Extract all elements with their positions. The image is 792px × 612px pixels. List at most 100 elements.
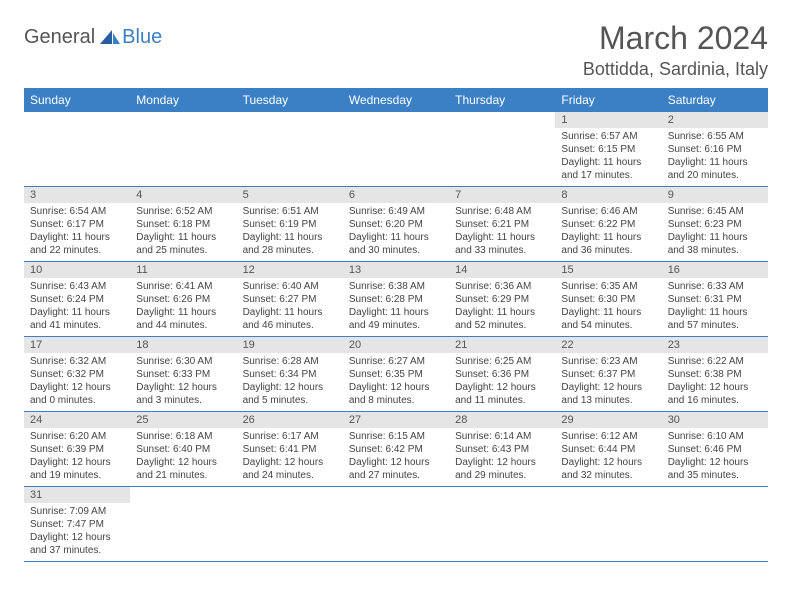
day-body [449, 128, 555, 182]
day-number: 4 [130, 187, 236, 203]
sunset: Sunset: 6:42 PM [349, 443, 443, 456]
daylight: Daylight: 12 hours and 8 minutes. [349, 381, 443, 407]
day-body [449, 503, 555, 557]
day-cell [343, 112, 449, 187]
day-header: Saturday [662, 88, 768, 112]
sunset: Sunset: 6:33 PM [136, 368, 230, 381]
day-number: 12 [237, 262, 343, 278]
sunset: Sunset: 6:29 PM [455, 293, 549, 306]
day-number: 30 [662, 412, 768, 428]
day-body: Sunrise: 6:36 AMSunset: 6:29 PMDaylight:… [449, 278, 555, 336]
day-cell: 25Sunrise: 6:18 AMSunset: 6:40 PMDayligh… [130, 412, 236, 487]
day-cell: 6Sunrise: 6:49 AMSunset: 6:20 PMDaylight… [343, 187, 449, 262]
daylight: Daylight: 12 hours and 37 minutes. [30, 531, 124, 557]
day-number: 28 [449, 412, 555, 428]
day-cell [343, 487, 449, 562]
day-number [662, 487, 768, 503]
daylight: Daylight: 12 hours and 5 minutes. [243, 381, 337, 407]
day-number [130, 112, 236, 128]
daylight: Daylight: 11 hours and 38 minutes. [668, 231, 762, 257]
sunrise: Sunrise: 6:51 AM [243, 205, 337, 218]
day-body [24, 128, 130, 182]
sunrise: Sunrise: 6:23 AM [561, 355, 655, 368]
day-body [343, 503, 449, 557]
day-body: Sunrise: 6:49 AMSunset: 6:20 PMDaylight:… [343, 203, 449, 261]
month-title: March 2024 [583, 20, 768, 57]
day-number [449, 112, 555, 128]
sunset: Sunset: 6:30 PM [561, 293, 655, 306]
daylight: Daylight: 12 hours and 0 minutes. [30, 381, 124, 407]
daylight: Daylight: 12 hours and 29 minutes. [455, 456, 549, 482]
sunrise: Sunrise: 6:17 AM [243, 430, 337, 443]
sunrise: Sunrise: 6:14 AM [455, 430, 549, 443]
sunset: Sunset: 6:28 PM [349, 293, 443, 306]
sunset: Sunset: 6:44 PM [561, 443, 655, 456]
sunrise: Sunrise: 6:52 AM [136, 205, 230, 218]
day-body [130, 503, 236, 557]
daylight: Daylight: 11 hours and 20 minutes. [668, 156, 762, 182]
day-cell [555, 487, 661, 562]
sunrise: Sunrise: 6:33 AM [668, 280, 762, 293]
day-body: Sunrise: 6:40 AMSunset: 6:27 PMDaylight:… [237, 278, 343, 336]
header: General Blue March 2024 Bottidda, Sardin… [24, 20, 768, 80]
sunrise: Sunrise: 6:22 AM [668, 355, 762, 368]
sunrise: Sunrise: 6:46 AM [561, 205, 655, 218]
sunset: Sunset: 6:35 PM [349, 368, 443, 381]
day-cell: 12Sunrise: 6:40 AMSunset: 6:27 PMDayligh… [237, 262, 343, 337]
day-number: 16 [662, 262, 768, 278]
sunrise: Sunrise: 6:55 AM [668, 130, 762, 143]
day-number: 7 [449, 187, 555, 203]
day-header: Friday [555, 88, 661, 112]
day-cell [449, 487, 555, 562]
sunrise: Sunrise: 6:49 AM [349, 205, 443, 218]
daylight: Daylight: 11 hours and 54 minutes. [561, 306, 655, 332]
sunset: Sunset: 6:20 PM [349, 218, 443, 231]
sunset: Sunset: 6:38 PM [668, 368, 762, 381]
sunset: Sunset: 6:41 PM [243, 443, 337, 456]
day-number: 15 [555, 262, 661, 278]
sunrise: Sunrise: 6:57 AM [561, 130, 655, 143]
logo: General Blue [24, 26, 162, 49]
day-body [237, 503, 343, 557]
day-cell: 13Sunrise: 6:38 AMSunset: 6:28 PMDayligh… [343, 262, 449, 337]
sunrise: Sunrise: 6:20 AM [30, 430, 124, 443]
sunrise: Sunrise: 7:09 AM [30, 505, 124, 518]
day-number: 22 [555, 337, 661, 353]
day-body: Sunrise: 6:55 AMSunset: 6:16 PMDaylight:… [662, 128, 768, 186]
day-cell: 9Sunrise: 6:45 AMSunset: 6:23 PMDaylight… [662, 187, 768, 262]
day-cell: 20Sunrise: 6:27 AMSunset: 6:35 PMDayligh… [343, 337, 449, 412]
day-cell: 18Sunrise: 6:30 AMSunset: 6:33 PMDayligh… [130, 337, 236, 412]
day-number: 26 [237, 412, 343, 428]
day-body: Sunrise: 6:28 AMSunset: 6:34 PMDaylight:… [237, 353, 343, 411]
day-body: Sunrise: 6:45 AMSunset: 6:23 PMDaylight:… [662, 203, 768, 261]
day-body: Sunrise: 6:30 AMSunset: 6:33 PMDaylight:… [130, 353, 236, 411]
day-header: Thursday [449, 88, 555, 112]
daylight: Daylight: 11 hours and 30 minutes. [349, 231, 443, 257]
day-body: Sunrise: 6:33 AMSunset: 6:31 PMDaylight:… [662, 278, 768, 336]
sunrise: Sunrise: 6:12 AM [561, 430, 655, 443]
day-number: 27 [343, 412, 449, 428]
day-body [662, 503, 768, 557]
day-body [555, 503, 661, 557]
day-cell: 3Sunrise: 6:54 AMSunset: 6:17 PMDaylight… [24, 187, 130, 262]
day-cell: 5Sunrise: 6:51 AMSunset: 6:19 PMDaylight… [237, 187, 343, 262]
calendar: SundayMondayTuesdayWednesdayThursdayFrid… [24, 88, 768, 562]
day-cell [662, 487, 768, 562]
day-number: 11 [130, 262, 236, 278]
day-number: 10 [24, 262, 130, 278]
day-cell: 29Sunrise: 6:12 AMSunset: 6:44 PMDayligh… [555, 412, 661, 487]
sunset: Sunset: 6:27 PM [243, 293, 337, 306]
sunset: Sunset: 6:21 PM [455, 218, 549, 231]
daylight: Daylight: 12 hours and 16 minutes. [668, 381, 762, 407]
title-block: March 2024 Bottidda, Sardinia, Italy [583, 20, 768, 80]
sunset: Sunset: 6:46 PM [668, 443, 762, 456]
sunset: Sunset: 6:34 PM [243, 368, 337, 381]
day-cell: 2Sunrise: 6:55 AMSunset: 6:16 PMDaylight… [662, 112, 768, 187]
day-cell: 19Sunrise: 6:28 AMSunset: 6:34 PMDayligh… [237, 337, 343, 412]
day-cell: 26Sunrise: 6:17 AMSunset: 6:41 PMDayligh… [237, 412, 343, 487]
sunrise: Sunrise: 6:18 AM [136, 430, 230, 443]
day-cell: 4Sunrise: 6:52 AMSunset: 6:18 PMDaylight… [130, 187, 236, 262]
location: Bottidda, Sardinia, Italy [583, 59, 768, 80]
sunrise: Sunrise: 6:32 AM [30, 355, 124, 368]
sunset: Sunset: 6:18 PM [136, 218, 230, 231]
